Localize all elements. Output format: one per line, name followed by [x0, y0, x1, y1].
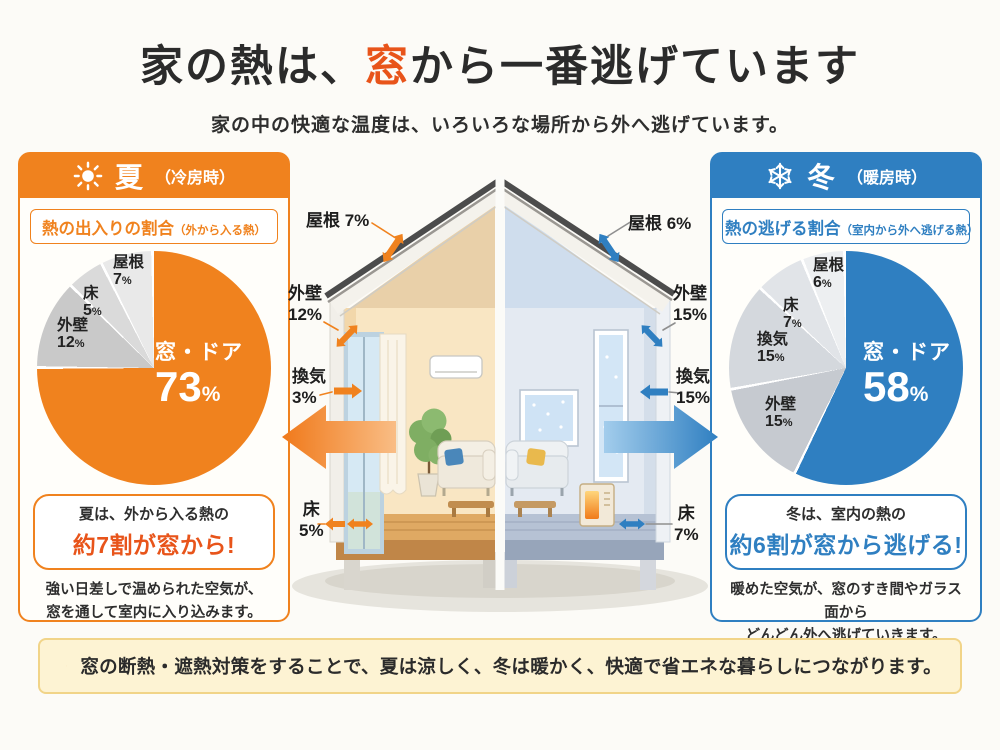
curtain [379, 333, 407, 495]
heater [579, 483, 615, 527]
house-cross-section-illustration [282, 176, 718, 612]
page-title: 家の熱は、窓から一番逃げています [0, 43, 1000, 91]
winter-coffee-table [514, 501, 556, 517]
winter-roof-arrow [598, 233, 620, 263]
winter-pie [729, 251, 963, 485]
summer-season-title: 夏 [114, 162, 143, 193]
tip-banner: 窓の断熱・遮熱対策をすることで、夏は涼しく、冬は暖かく、快適で省エネな暮らしにつ… [38, 638, 962, 694]
summer-description: 強い日差しで温められた空気が、 窓を通して室内に入り込みます。 [45, 582, 263, 622]
summer-pie-chart: 窓・ドア 73% 外壁 12% 床 5% 屋根 7% [37, 251, 271, 485]
page-subtitle: 家の中の快適な温度は、いろいろな場所から外へ逃げています。 [210, 115, 790, 136]
winter-side-window [593, 329, 629, 483]
winter-panel: 冬 （暖房時） 熱の逃げる割合（室内から外へ逃げる熱） 窓・ドア 58% 外壁 1… [710, 152, 982, 644]
summer-chart-title: 熱の出入りの割合 [42, 220, 174, 238]
summer-floor-arrow [325, 517, 373, 531]
pie-label-floor: 床 7% [783, 297, 802, 332]
pie-label-roof: 屋根 6% [813, 257, 845, 292]
summer-claim-line2: 約7割が窓から! [72, 532, 236, 558]
winter-chart-title-box: 熱の逃げる割合（室内から外へ逃げる熱） [722, 209, 979, 244]
pie-label-floor: 床 5% [83, 285, 102, 320]
house-label-summer-wall: 外壁 12% [288, 284, 323, 325]
air-conditioner [429, 355, 483, 379]
title-accent-window: 窓 [365, 43, 410, 91]
winter-pie-chart: 窓・ドア 58% 外壁 15% 換気 15% 床 7% 屋根 6% [729, 251, 963, 485]
winter-sofa [505, 440, 569, 496]
pie-label-wall: 外壁 15% [765, 396, 797, 431]
winter-heat-out-arrow [604, 405, 718, 469]
pie-label-wall: 外壁 12% [57, 317, 89, 352]
banner-text: 窓の断熱・遮熱対策をすることで、夏は涼しく、冬は暖かく、快適で省エネな暮らしにつ… [80, 656, 942, 677]
summer-claim-line1: 夏は、外から入る熱の [78, 506, 229, 523]
season-divider [495, 176, 505, 590]
summer-pie [37, 251, 271, 485]
winter-chart-title: 熱の逃げる割合 [725, 220, 841, 238]
pie-label-window-door: 窓・ドア 73% [155, 341, 243, 410]
summer-panel: 夏 （冷房時） 熱の出入りの割合（外から入る熱） 窓・ドア 73% 外壁 12% … [18, 152, 290, 622]
house-label-summer-roof: 屋根 7% [306, 211, 370, 230]
winter-season-title: 冬 [806, 162, 835, 193]
foundation-posts [344, 552, 656, 590]
winter-back-window [519, 389, 579, 447]
summer-roof-arrow [382, 233, 404, 263]
house-label-summer-floor: 床 5% [299, 500, 324, 541]
summer-season-paren: （冷房時） [155, 170, 236, 187]
winter-wall-arrow [641, 325, 663, 347]
pie-label-ventilation: 換気 15% [757, 331, 789, 366]
summer-claim-box: 夏は、外から入る熱の 約7割が窓から! [33, 494, 275, 570]
winter-claim-line1: 冬は、室内の熱の [785, 506, 906, 523]
house-label-winter-vent: 換気 15% [676, 367, 711, 408]
winter-floor-arrow [619, 518, 645, 530]
winter-claim-box: 冬は、室内の熱の 約6割が窓から逃げる! [725, 494, 967, 570]
house-label-winter-wall: 外壁 15% [673, 284, 708, 325]
winter-season-paren: （暖房時） [847, 170, 928, 187]
title-post: から一番逃げています [410, 43, 860, 91]
summer-heat-in-arrow [282, 405, 396, 469]
house-label-summer-vent: 換気 3% [292, 367, 326, 408]
snowflake-icon [768, 162, 792, 190]
summer-wall-arrow [336, 325, 358, 347]
summer-chart-title-box: 熱の出入りの割合（外から入る熱） [30, 209, 278, 244]
summer-chart-title-paren: （外から入る熱） [174, 225, 266, 237]
winter-vent-arrow [640, 384, 668, 400]
summer-sofa [437, 440, 496, 496]
summer-panel-header: 夏 （冷房時） [20, 154, 288, 198]
sun-icon [73, 161, 103, 191]
pie-label-roof: 屋根 7% [113, 254, 145, 289]
pie-label-window-door: 窓・ドア 58% [863, 341, 951, 410]
summer-coffee-table [448, 501, 494, 517]
house-label-winter-floor: 床 7% [674, 504, 699, 545]
title-pre: 家の熱は、 [140, 43, 365, 91]
winter-claim-line2: 約6割が窓から逃げる! [729, 532, 963, 558]
summer-vent-arrow [334, 383, 362, 399]
winter-chart-title-paren: （室内から外へ逃げる熱） [840, 225, 979, 237]
leader-lines [317, 220, 681, 525]
winter-panel-header: 冬 （暖房時） [712, 154, 980, 198]
house-label-winter-roof: 屋根 6% [628, 214, 692, 233]
